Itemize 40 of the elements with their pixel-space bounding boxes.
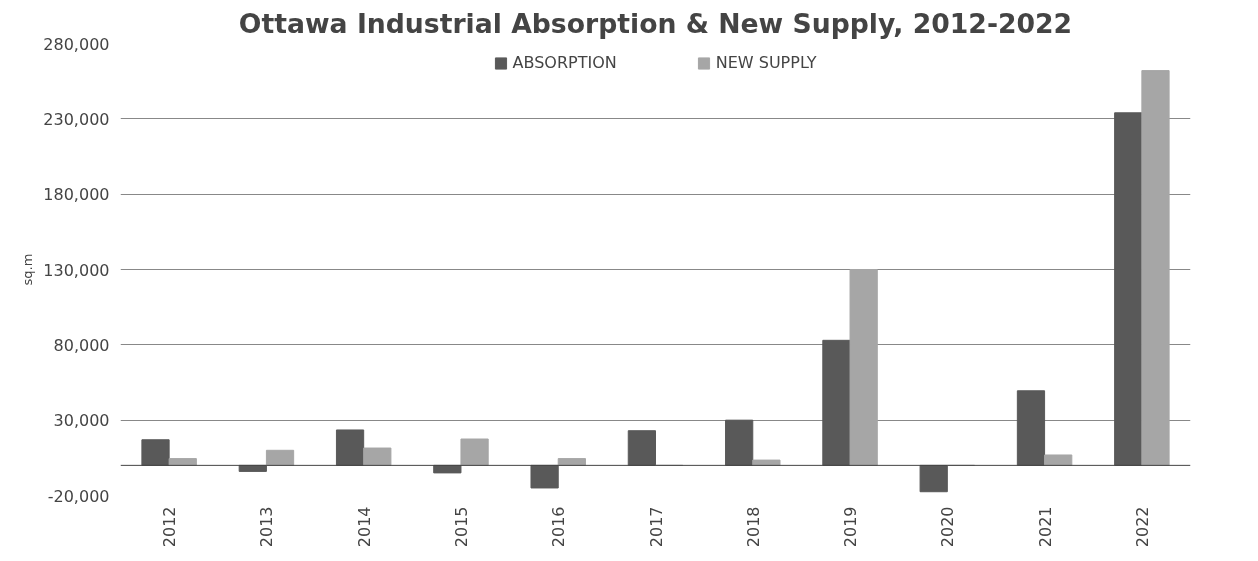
bar [530,464,559,489]
bar [919,464,948,493]
chart-title: Ottawa Industrial Absorption & New Supply, 2012-2022 [238,7,1073,39]
bar [849,269,878,466]
y-tick-label: 80,000 [53,335,110,355]
bar [335,429,365,466]
bar [1016,390,1046,466]
x-tick-label: 2018 [743,506,763,548]
legend-label: NEW SUPPLY [715,53,817,72]
y-tick-label: 130,000 [43,260,110,280]
x-tick-label: 2020 [938,506,958,548]
bar [1141,70,1170,466]
x-tick-label: 2017 [646,506,666,548]
bar [141,439,170,466]
bar [1114,112,1143,466]
y-tick-label: 30,000 [53,411,110,431]
x-tick-label: 2014 [354,506,374,548]
bar [433,464,462,474]
bar [1044,454,1073,466]
y-tick-label: -20,000 [47,486,110,506]
x-tick-label: 2015 [451,506,471,548]
bar [265,449,295,466]
y-tick-label: 280,000 [43,34,110,54]
bar [725,419,754,466]
x-tick-label: 2016 [549,506,569,548]
x-tick-label: 2019 [841,506,861,548]
bar [822,339,851,466]
bar [627,430,656,466]
bar [363,447,392,466]
bar [752,459,781,466]
x-tick-label: 2022 [1132,506,1152,548]
y-tick-label: 180,000 [43,185,110,205]
x-tick-label: 2013 [257,506,277,548]
legend-label: ABSORPTION [512,53,617,72]
x-tick-label: 2012 [160,506,180,548]
bar [168,458,197,466]
bar [460,438,489,466]
y-axis-title: sq.m [20,253,36,286]
y-tick-label: 230,000 [43,109,110,129]
x-tick-label: 2021 [1035,506,1055,548]
